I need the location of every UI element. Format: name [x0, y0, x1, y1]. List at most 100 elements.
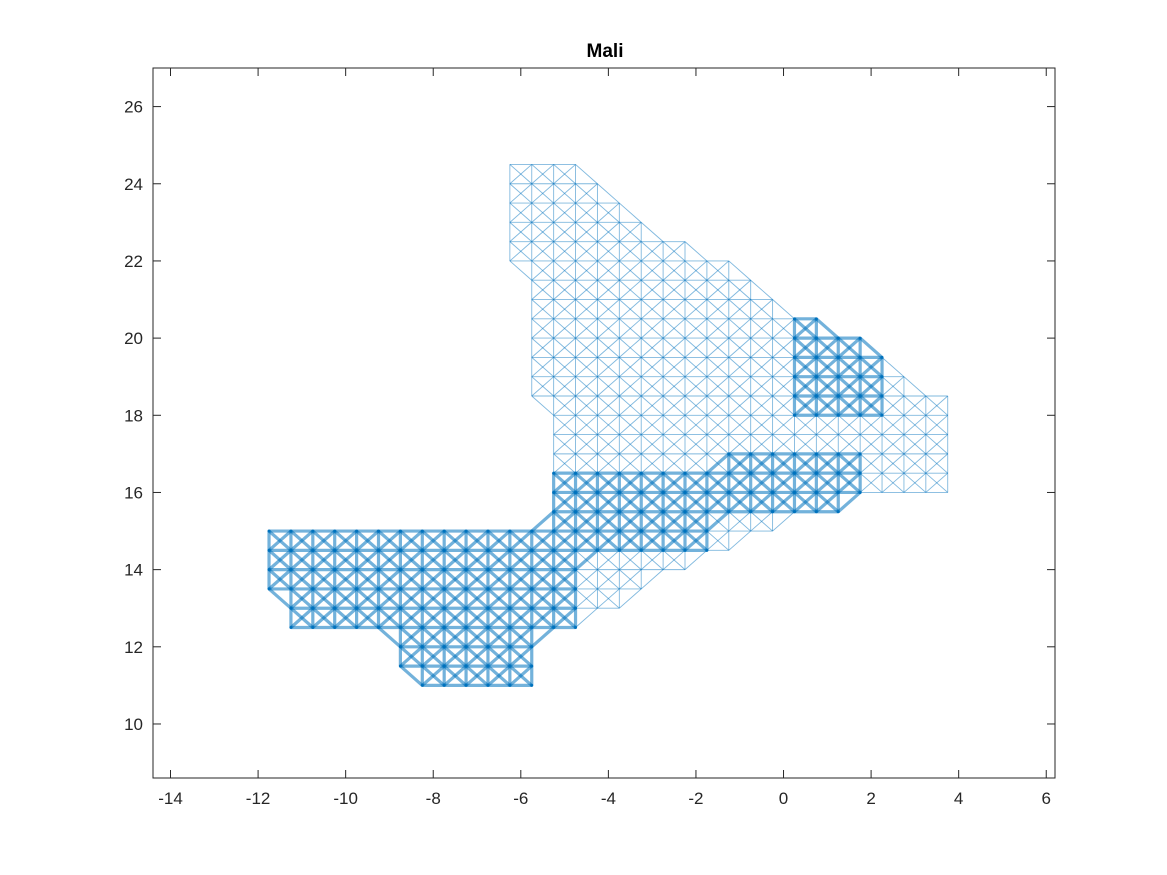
network-edge	[333, 549, 358, 571]
network-node	[552, 510, 556, 514]
network-edge	[771, 471, 796, 494]
network-node	[420, 664, 424, 668]
network-node	[420, 645, 424, 649]
network-node	[858, 452, 862, 456]
network-node	[705, 490, 709, 494]
network-node	[311, 626, 315, 630]
y-tick-label: 16	[124, 483, 143, 502]
network-node	[377, 606, 380, 610]
network-edge	[399, 568, 424, 591]
network-edge	[486, 568, 511, 591]
y-tick-label: 26	[124, 98, 143, 117]
network-edge	[619, 434, 642, 455]
network-edge	[727, 452, 752, 475]
network-edge	[881, 434, 905, 455]
network-edge	[728, 434, 751, 455]
x-tick-label: -8	[426, 789, 441, 808]
x-tick-label: -4	[601, 789, 616, 808]
network-edge	[794, 434, 817, 455]
network-edge	[706, 511, 730, 532]
network-edge	[750, 511, 773, 532]
network-node	[464, 606, 468, 610]
network-node	[464, 683, 468, 687]
network-node	[486, 645, 490, 649]
network-node	[814, 471, 818, 475]
network-edge	[684, 260, 708, 281]
network-edge	[815, 336, 840, 359]
network-node	[683, 471, 687, 475]
network-edge	[618, 529, 643, 552]
network-edge	[311, 568, 336, 591]
network-edge	[531, 395, 554, 416]
network-node	[420, 626, 424, 630]
network-edge	[574, 510, 599, 533]
network-edge	[925, 434, 949, 455]
network-edge	[793, 375, 818, 398]
network-edge	[597, 569, 620, 590]
network-edge	[619, 414, 642, 435]
network-node	[289, 548, 293, 552]
network-node	[311, 529, 315, 533]
network-edge	[684, 414, 708, 435]
network-node	[442, 529, 446, 533]
network-edge	[509, 260, 533, 281]
network-node	[552, 548, 556, 552]
network-edge	[662, 471, 687, 494]
network-node	[377, 626, 380, 630]
network-edge	[443, 549, 468, 571]
network-edge	[553, 222, 576, 242]
network-edge	[705, 491, 730, 513]
network-node	[486, 626, 490, 630]
network-node	[377, 529, 380, 533]
network-edge	[727, 491, 752, 513]
network-edge	[289, 549, 314, 571]
network-node	[771, 510, 775, 514]
network-edge	[684, 357, 708, 378]
network-node	[749, 490, 753, 494]
network-edge	[619, 357, 642, 378]
network-edge	[574, 471, 599, 494]
network-node	[464, 664, 468, 668]
network-node	[267, 568, 271, 572]
network-node	[289, 568, 293, 572]
x-tick-label: 4	[954, 789, 963, 808]
network-node	[858, 375, 862, 379]
network-edge	[531, 164, 554, 185]
network-node	[836, 355, 840, 359]
network-node	[814, 413, 818, 417]
network-edge	[552, 607, 577, 629]
network-edge	[597, 299, 620, 320]
network-node	[683, 510, 687, 514]
network-node	[530, 548, 534, 552]
network-edge	[925, 395, 949, 416]
network-edge	[377, 549, 402, 571]
network-edge	[508, 645, 533, 668]
network-node	[836, 413, 840, 417]
network-edge	[465, 549, 490, 571]
network-edge	[509, 222, 533, 242]
network-edge	[553, 414, 576, 435]
network-node	[814, 452, 818, 456]
network-edge	[684, 299, 708, 320]
network-node	[792, 413, 796, 417]
network-edge	[421, 568, 446, 591]
network-node	[574, 568, 578, 572]
network-edge	[772, 357, 795, 378]
network-node	[792, 452, 796, 456]
network-edge	[619, 453, 642, 474]
network-edge	[553, 453, 576, 474]
network-edge	[553, 337, 576, 358]
network-edge	[530, 607, 555, 629]
network-edge	[728, 530, 751, 551]
network-edge	[837, 452, 862, 475]
network-node	[836, 394, 840, 398]
network-edge	[684, 434, 708, 455]
network-edge	[465, 607, 490, 629]
network-edge	[771, 452, 796, 475]
network-edge	[772, 511, 795, 532]
network-edge	[421, 664, 446, 687]
network-edge	[553, 164, 576, 185]
network-edge	[574, 491, 599, 513]
network-edge	[772, 395, 795, 416]
network-node	[574, 587, 578, 591]
